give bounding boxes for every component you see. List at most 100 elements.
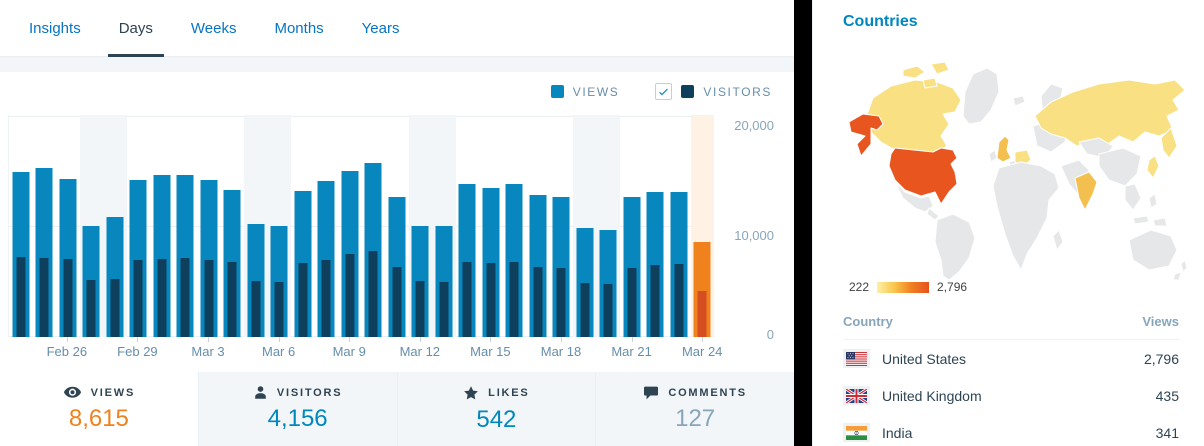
x-axis-cell: [220, 337, 244, 367]
x-tick-label: Mar 9: [332, 344, 366, 359]
tab-years[interactable]: Years: [361, 19, 400, 37]
gridline-10000: [9, 226, 714, 227]
country-south-america: [934, 213, 976, 281]
comment-icon: [644, 386, 659, 399]
tab-weeks[interactable]: Weeks: [190, 19, 237, 37]
uk-flag-icon: [846, 388, 867, 403]
summary-tab-visitors[interactable]: VISITORS 4,156: [197, 372, 397, 446]
x-tick-mark: [66, 337, 68, 342]
visitors-bar: [227, 262, 237, 337]
chart-bar-mar-12[interactable]: [408, 115, 432, 337]
x-axis-cell: Mar 15: [470, 337, 511, 367]
scale-max-value: 2,796: [937, 280, 968, 294]
x-tick-label: Mar 12: [399, 344, 441, 359]
y-tick-label: 10,000: [734, 228, 774, 243]
chart-bar-mar-22[interactable]: [644, 115, 668, 337]
chart-bar-feb-26[interactable]: [56, 115, 80, 337]
country-canada-islands: [930, 61, 950, 75]
visitors-bar: [580, 283, 590, 337]
visitors-bar: [627, 268, 637, 337]
visitors-bar: [16, 257, 26, 337]
visitors-swatch-icon: [681, 85, 695, 98]
chart-bar-mar-13[interactable]: [432, 115, 456, 337]
chart-bar-feb-29[interactable]: [127, 115, 151, 337]
x-tick-label: Mar 21: [611, 344, 652, 359]
summary-likes-label: LIKES: [488, 386, 530, 399]
chart-bar-mar-20[interactable]: [596, 115, 620, 337]
country-greenland: [962, 67, 1000, 125]
in-flag: [843, 423, 870, 442]
chart-bar-mar-15[interactable]: [479, 115, 503, 337]
x-tick-label: Feb 29: [117, 344, 158, 359]
summary-comments-value: 127: [675, 404, 716, 432]
country-new-zealand: [1172, 271, 1182, 281]
chart-bar-mar-18[interactable]: [550, 115, 574, 337]
x-axis-cell: [79, 337, 103, 367]
x-axis-cell: Mar 24: [682, 337, 722, 367]
chart-bar-feb-27[interactable]: [79, 115, 103, 337]
chart-card: VIEWS VISITORS 20,000 10,000 0 Feb 26 Feb…: [0, 72, 794, 372]
visitors-bar: [251, 281, 261, 337]
chart-bar-mar-16[interactable]: [503, 115, 527, 337]
chart-bar-mar-1[interactable]: [150, 115, 174, 337]
tab-days[interactable]: Days: [100, 0, 172, 57]
map-color-scale: 222 2,796: [849, 280, 967, 294]
country-australia: [1128, 229, 1178, 271]
country-china: [1098, 147, 1142, 187]
country-japan: [1146, 155, 1160, 179]
visitors-bar: [392, 267, 402, 337]
visitors-bar: [298, 263, 308, 337]
country-name: United States: [882, 350, 967, 367]
summary-tab-views[interactable]: VIEWS 8,615: [0, 372, 198, 446]
summary-tab-comments[interactable]: COMMENTS 127: [595, 372, 794, 446]
chart-bar-mar-21[interactable]: [620, 115, 644, 337]
x-tick-mark: [208, 337, 210, 342]
chart-bar-mar-6[interactable]: [267, 115, 291, 337]
summary-tabs: VIEWS 8,615 VISITORS 4,156 LIKES 542 COM…: [0, 372, 794, 446]
x-tick-label: Mar 3: [191, 344, 225, 359]
chart-bar-mar-3[interactable]: [197, 115, 221, 337]
country-africa: [992, 161, 1060, 271]
chart-bar-feb-25[interactable]: [33, 115, 57, 337]
x-axis-cell: [8, 337, 32, 367]
chart-bar-mar-5[interactable]: [244, 115, 268, 337]
visitors-bar: [509, 262, 519, 337]
tab-insights[interactable]: Insights: [29, 19, 81, 37]
summary-visitors-value: 4,156: [267, 405, 328, 432]
chart-bar-mar-8[interactable]: [315, 115, 339, 337]
legend-visitors-label: VISITORS: [703, 84, 772, 99]
chart-bar-mar-10[interactable]: [362, 115, 386, 337]
chart-bar-mar-23[interactable]: [667, 115, 691, 337]
x-axis-cell: [432, 337, 456, 367]
chart-bar-mar-24[interactable]: [690, 115, 714, 337]
country-madagascar: [1052, 229, 1064, 251]
x-tick-label: Mar 15: [470, 344, 511, 359]
country-views-value: 2,796: [1143, 350, 1179, 367]
eye-icon: [63, 386, 81, 398]
us-flag: [843, 349, 870, 368]
chart-bar-mar-17[interactable]: [526, 115, 550, 337]
visitors-checkbox[interactable]: [655, 83, 673, 100]
chart-bar-mar-4[interactable]: [221, 115, 245, 337]
visitors-bar: [63, 259, 73, 337]
chart-bar-feb-28[interactable]: [103, 115, 127, 337]
x-axis-cell: Mar 3: [191, 337, 225, 367]
chart-bar-feb-24[interactable]: [9, 115, 33, 337]
chart-columns: [9, 115, 714, 337]
tab-months[interactable]: Months: [274, 19, 324, 37]
chart-bar-mar-14[interactable]: [456, 115, 480, 337]
x-axis-cell: Feb 26: [47, 337, 87, 367]
visitors-bar: [486, 263, 496, 337]
summary-tab-likes[interactable]: LIKES 542: [396, 372, 596, 446]
chart-bar-mar-9[interactable]: [338, 115, 362, 337]
chart-bar-mar-7[interactable]: [291, 115, 315, 337]
y-tick-label: 0: [766, 327, 774, 342]
country-indonesia: [1152, 217, 1168, 227]
gradient-scale-bar: [877, 281, 930, 293]
chart-bar-mar-2[interactable]: [174, 115, 198, 337]
star-icon: [464, 385, 479, 399]
chart-bar-mar-19[interactable]: [573, 115, 597, 337]
visitors-bar: [204, 260, 214, 337]
chart-bar-mar-11[interactable]: [385, 115, 409, 337]
x-tick-mark: [702, 337, 704, 342]
